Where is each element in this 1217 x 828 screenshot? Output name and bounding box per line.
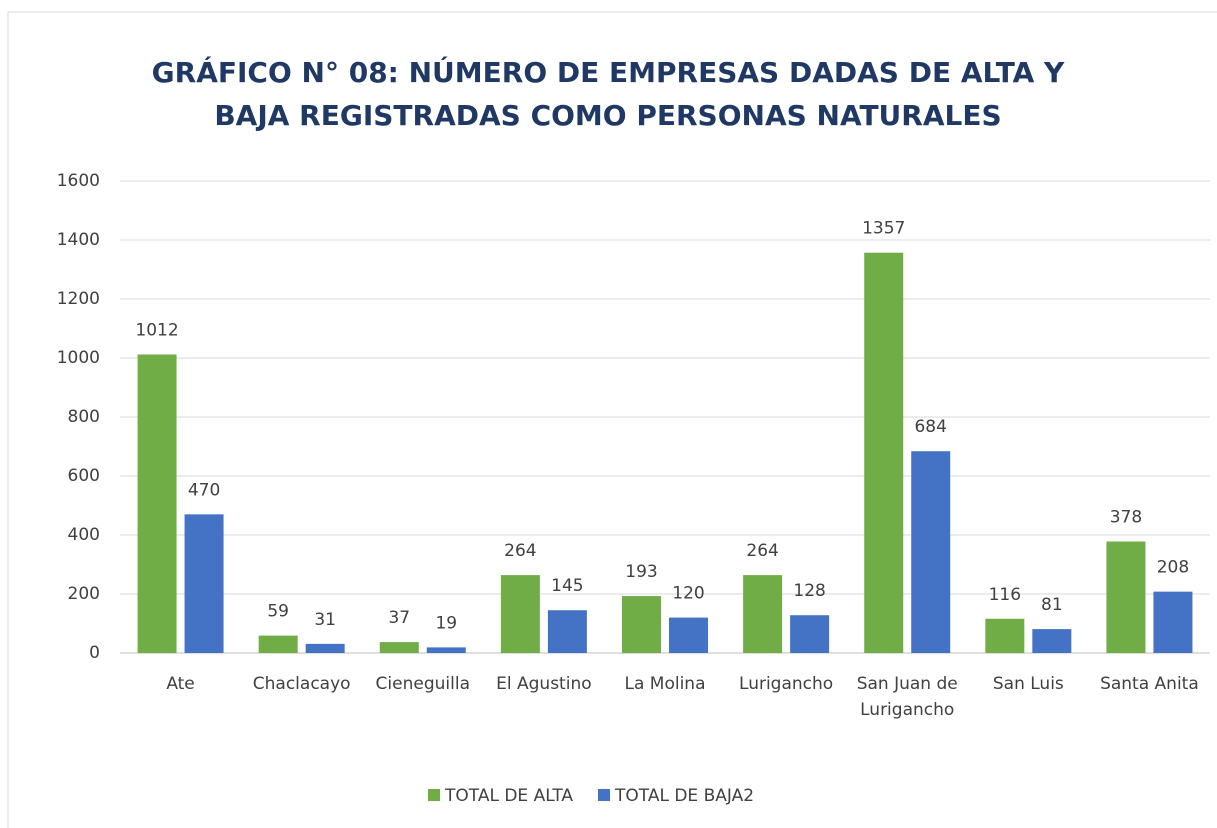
data-label: 19 — [435, 613, 457, 633]
chart-title: BAJA REGISTRADAS COMO PERSONAS NATURALES — [214, 99, 1001, 132]
bar — [258, 635, 298, 653]
data-label: 116 — [989, 585, 1021, 605]
x-tick-label: El Agustino — [496, 674, 592, 694]
y-tick-label: 1600 — [57, 171, 100, 191]
data-label: 59 — [267, 602, 289, 622]
bar — [500, 575, 540, 653]
data-label: 37 — [388, 608, 410, 628]
y-tick-label: 400 — [68, 525, 100, 545]
data-label: 264 — [504, 541, 536, 561]
legend-swatch — [598, 789, 610, 801]
y-tick-label: 1200 — [57, 289, 100, 309]
bar — [184, 514, 224, 653]
data-label: 684 — [914, 417, 946, 437]
bar — [305, 643, 345, 653]
legend-swatch — [428, 789, 440, 801]
bar — [547, 610, 587, 653]
bar — [790, 615, 830, 653]
data-label: 193 — [625, 562, 657, 582]
y-tick-label: 0 — [89, 643, 100, 663]
x-tick-label: Cieneguilla — [375, 674, 470, 694]
data-label: 120 — [672, 584, 704, 604]
y-tick-label: 800 — [68, 407, 100, 427]
x-tick-label: San Luis — [992, 674, 1064, 694]
data-label: 1357 — [862, 219, 905, 239]
bar — [1032, 629, 1072, 653]
y-tick-label: 1000 — [57, 348, 100, 368]
bar — [864, 252, 904, 653]
y-tick-label: 1400 — [57, 230, 100, 250]
y-tick-label: 200 — [68, 584, 100, 604]
data-label: 1012 — [135, 320, 178, 340]
data-label: 128 — [793, 581, 825, 601]
y-tick-label: 600 — [68, 466, 100, 486]
x-tick-label: Lurigancho — [739, 674, 834, 694]
legend-label: TOTAL DE BAJA2 — [614, 786, 754, 806]
bar — [622, 596, 661, 653]
chart-border — [7, 11, 1217, 828]
data-label: 208 — [1157, 558, 1189, 578]
bar — [137, 354, 177, 653]
data-label: 264 — [746, 541, 778, 561]
data-label: 378 — [1110, 507, 1142, 527]
bar — [379, 642, 419, 653]
x-tick-label: La Molina — [624, 674, 706, 694]
bar — [985, 618, 1025, 653]
legend-label: TOTAL DE ALTA — [444, 786, 573, 806]
data-label: 31 — [314, 610, 336, 630]
bar — [669, 617, 708, 653]
data-label: 81 — [1041, 595, 1063, 615]
bar — [743, 575, 783, 653]
x-tick-label: Ate — [166, 674, 195, 694]
bar — [911, 451, 951, 653]
data-label: 145 — [551, 576, 583, 596]
chart-title: GRÁFICO N° 08: NÚMERO DE EMPRESAS DADAS … — [152, 55, 1065, 89]
x-tick-label: Santa Anita — [1100, 674, 1199, 694]
x-tick-label: San Juan de Lurigancho — [856, 674, 958, 720]
bar — [1153, 591, 1193, 653]
bar — [426, 647, 466, 653]
x-tick-label: Chaclacayo — [252, 674, 351, 694]
data-label: 470 — [188, 480, 220, 500]
bar — [1106, 541, 1146, 653]
